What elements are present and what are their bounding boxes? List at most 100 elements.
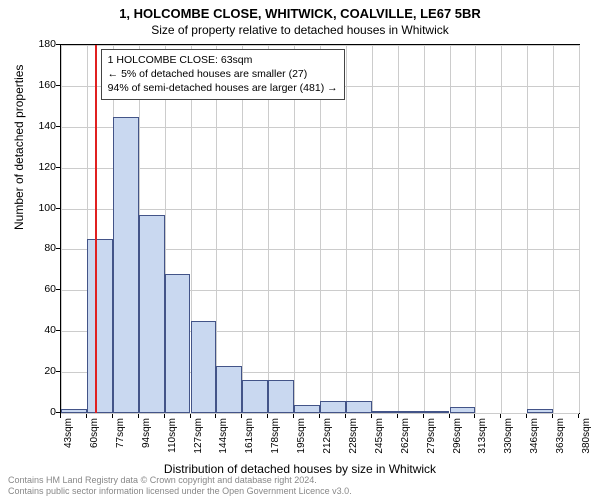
marker-line (95, 45, 97, 413)
gridline-v (61, 45, 62, 413)
y-tick-label: 40 (26, 324, 56, 336)
x-tick-mark (112, 414, 113, 418)
x-tick-label: 77sqm (115, 418, 126, 466)
chart-container: 1, HOLCOMBE CLOSE, WHITWICK, COALVILLE, … (0, 0, 600, 500)
histogram-bar (372, 411, 398, 413)
y-tick-mark (56, 330, 60, 331)
y-tick-label: 60 (26, 283, 56, 295)
footer-line-1: Contains HM Land Registry data © Crown c… (8, 475, 352, 486)
gridline-v (268, 45, 269, 413)
gridline-v (294, 45, 295, 413)
y-tick-label: 80 (26, 242, 56, 254)
x-tick-label: 363sqm (555, 418, 566, 466)
gridline-v (527, 45, 528, 413)
gridline-v (424, 45, 425, 413)
x-tick-mark (86, 414, 87, 418)
histogram-bar (61, 409, 87, 413)
gridline-v (450, 45, 451, 413)
y-tick-label: 20 (26, 365, 56, 377)
y-tick-mark (56, 208, 60, 209)
x-tick-label: 330sqm (503, 418, 514, 466)
x-tick-label: 346sqm (529, 418, 540, 466)
gridline-v (553, 45, 554, 413)
footer-attribution: Contains HM Land Registry data © Crown c… (8, 475, 352, 497)
gridline-v (579, 45, 580, 413)
x-tick-mark (552, 414, 553, 418)
histogram-bar (450, 407, 476, 413)
y-tick-mark (56, 248, 60, 249)
gridline-v (398, 45, 399, 413)
gridline-v (475, 45, 476, 413)
histogram-bar (346, 401, 372, 413)
x-tick-label: 228sqm (348, 418, 359, 466)
y-tick-mark (56, 289, 60, 290)
x-tick-label: 43sqm (63, 418, 74, 466)
gridline-v (372, 45, 373, 413)
x-tick-label: 144sqm (218, 418, 229, 466)
x-tick-mark (526, 414, 527, 418)
y-tick-mark (56, 85, 60, 86)
y-tick-mark (56, 412, 60, 413)
histogram-bar (320, 401, 346, 413)
gridline-v (216, 45, 217, 413)
y-axis-label: Number of detached properties (12, 65, 26, 230)
x-tick-mark (423, 414, 424, 418)
x-tick-label: 60sqm (89, 418, 100, 466)
x-tick-label: 94sqm (141, 418, 152, 466)
x-tick-label: 262sqm (400, 418, 411, 466)
x-tick-label: 110sqm (167, 418, 178, 466)
x-tick-label: 195sqm (296, 418, 307, 466)
x-tick-mark (371, 414, 372, 418)
x-tick-label: 313sqm (477, 418, 488, 466)
y-tick-label: 0 (26, 406, 56, 418)
histogram-bar (527, 409, 553, 413)
chart-subtitle: Size of property relative to detached ho… (0, 23, 600, 37)
x-tick-label: 212sqm (322, 418, 333, 466)
annotation-line-3: 94% of semi-detached houses are larger (… (108, 81, 338, 95)
annotation-box: 1 HOLCOMBE CLOSE: 63sqm← 5% of detached … (101, 49, 345, 100)
x-tick-mark (397, 414, 398, 418)
x-tick-mark (293, 414, 294, 418)
histogram-bar (242, 380, 268, 413)
y-tick-label: 160 (26, 79, 56, 91)
y-tick-label: 120 (26, 161, 56, 173)
x-tick-mark (449, 414, 450, 418)
histogram-bar (191, 321, 217, 413)
x-tick-label: 245sqm (374, 418, 385, 466)
y-tick-label: 180 (26, 38, 56, 50)
x-tick-mark (500, 414, 501, 418)
footer-line-2: Contains public sector information licen… (8, 486, 352, 497)
x-tick-mark (190, 414, 191, 418)
annotation-line-1: 1 HOLCOMBE CLOSE: 63sqm (108, 53, 338, 67)
y-tick-mark (56, 371, 60, 372)
gridline-v (501, 45, 502, 413)
x-tick-mark (319, 414, 320, 418)
gridline-v (242, 45, 243, 413)
annotation-line-2: ← 5% of detached houses are smaller (27) (108, 67, 338, 81)
x-tick-label: 127sqm (193, 418, 204, 466)
histogram-bar (268, 380, 294, 413)
histogram-bar (165, 274, 191, 413)
x-tick-label: 296sqm (452, 418, 463, 466)
y-tick-mark (56, 126, 60, 127)
histogram-bar (139, 215, 165, 413)
gridline-h (61, 413, 579, 414)
y-tick-label: 100 (26, 202, 56, 214)
x-tick-label: 178sqm (270, 418, 281, 466)
chart-title: 1, HOLCOMBE CLOSE, WHITWICK, COALVILLE, … (0, 0, 600, 21)
y-tick-mark (56, 167, 60, 168)
x-tick-label: 380sqm (581, 418, 592, 466)
gridline-v (320, 45, 321, 413)
x-tick-mark (578, 414, 579, 418)
x-tick-mark (60, 414, 61, 418)
x-tick-mark (215, 414, 216, 418)
x-tick-label: 279sqm (426, 418, 437, 466)
y-tick-mark (56, 44, 60, 45)
histogram-bar (216, 366, 242, 413)
y-tick-label: 140 (26, 120, 56, 132)
x-tick-mark (345, 414, 346, 418)
histogram-bar (294, 405, 320, 413)
x-tick-mark (164, 414, 165, 418)
x-tick-mark (138, 414, 139, 418)
x-tick-mark (474, 414, 475, 418)
